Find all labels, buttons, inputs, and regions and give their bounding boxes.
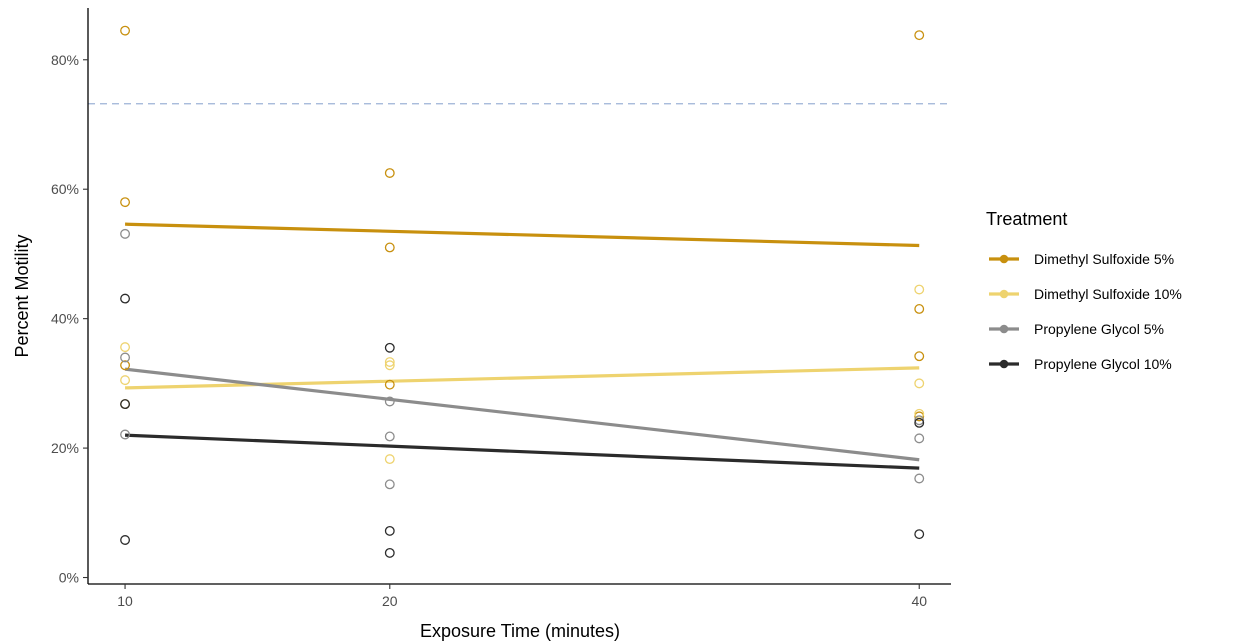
data-point <box>914 30 925 41</box>
fit-line <box>124 433 920 470</box>
legend-item: Propylene Glycol 10% <box>989 356 1172 372</box>
data-point <box>384 342 395 353</box>
data-point <box>384 357 395 367</box>
data-point <box>914 411 925 422</box>
x-axis-title: Exposure Time (minutes) <box>420 621 620 641</box>
fit-lines <box>124 222 920 470</box>
legend-item: Dimethyl Sulfoxide 10% <box>989 286 1182 302</box>
data-point <box>384 479 395 490</box>
fit-line <box>124 367 920 462</box>
data-point <box>384 360 395 371</box>
fit-line <box>125 366 920 390</box>
data-point <box>120 197 131 208</box>
legend-label: Dimethyl Sulfoxide 10% <box>1034 286 1182 302</box>
data-point <box>914 417 925 428</box>
data-points <box>120 25 925 558</box>
y-tick-label: 0% <box>59 570 79 586</box>
legend-label: Propylene Glycol 10% <box>1034 356 1172 372</box>
data-point <box>384 454 395 465</box>
x-tick-label: 40 <box>911 593 927 609</box>
axes: 0% 20% 40% 60% 80% 10 20 40 <box>51 8 951 609</box>
data-point <box>914 351 925 362</box>
data-point <box>384 547 395 558</box>
data-point <box>914 415 925 426</box>
y-tick-label: 60% <box>51 181 79 197</box>
legend: Treatment Dimethyl Sulfoxide 5% Dimethyl … <box>986 209 1182 372</box>
data-point <box>120 293 131 304</box>
data-point <box>120 228 131 239</box>
data-point <box>914 303 925 314</box>
data-point <box>384 525 395 536</box>
data-point <box>120 352 131 363</box>
data-point <box>120 399 131 410</box>
legend-swatch-point <box>999 324 1009 334</box>
x-tick-label: 20 <box>382 593 398 609</box>
legend-swatch-point <box>999 254 1009 264</box>
y-tick-label: 80% <box>51 52 79 68</box>
y-tick-label: 20% <box>51 440 79 456</box>
legend-label: Propylene Glycol 5% <box>1034 321 1164 337</box>
legend-item: Propylene Glycol 5% <box>989 321 1164 337</box>
data-point <box>914 284 925 295</box>
legend-label: Dimethyl Sulfoxide 5% <box>1034 251 1174 267</box>
data-point <box>914 473 925 484</box>
data-point <box>914 529 925 540</box>
fit-line <box>125 222 920 248</box>
data-point <box>120 375 131 386</box>
data-point <box>384 379 395 390</box>
data-point <box>914 433 925 444</box>
legend-swatch-point <box>999 359 1009 369</box>
data-point <box>120 25 131 36</box>
data-point <box>120 360 131 371</box>
data-point <box>120 535 131 545</box>
y-axis-title: Percent Motility <box>12 234 32 357</box>
y-tick-label: 40% <box>51 311 79 327</box>
data-point <box>914 378 925 389</box>
data-point <box>384 242 395 253</box>
data-point <box>120 342 131 353</box>
data-point <box>120 429 131 440</box>
legend-item: Dimethyl Sulfoxide 5% <box>989 251 1174 267</box>
x-tick-label: 10 <box>117 593 133 609</box>
legend-swatch-point <box>999 289 1009 299</box>
data-point <box>384 168 395 178</box>
legend-title: Treatment <box>986 209 1067 229</box>
data-point <box>384 396 395 407</box>
data-point <box>384 431 395 442</box>
